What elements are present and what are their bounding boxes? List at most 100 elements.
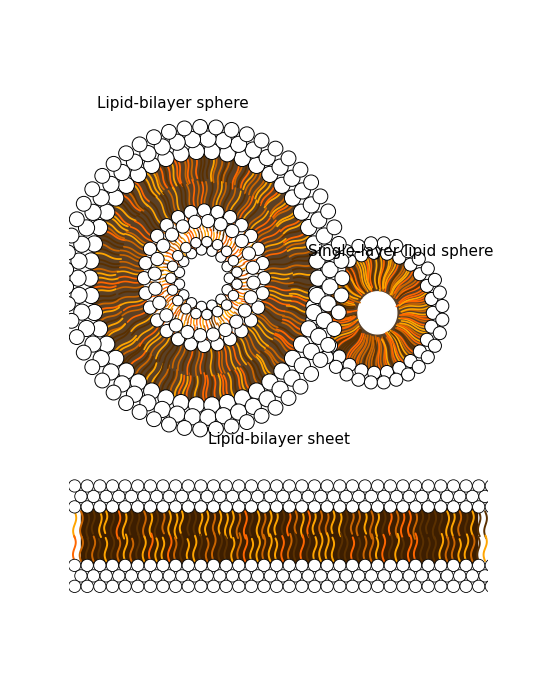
Circle shape xyxy=(165,228,178,241)
Circle shape xyxy=(188,143,205,160)
Circle shape xyxy=(422,501,434,513)
Circle shape xyxy=(466,490,479,503)
Circle shape xyxy=(368,366,381,379)
Circle shape xyxy=(149,282,162,295)
Circle shape xyxy=(270,501,283,513)
Circle shape xyxy=(441,490,453,503)
Circle shape xyxy=(126,154,143,170)
Circle shape xyxy=(86,304,102,321)
Circle shape xyxy=(473,501,485,513)
Circle shape xyxy=(308,479,321,492)
Circle shape xyxy=(165,273,176,284)
Circle shape xyxy=(327,322,342,336)
Circle shape xyxy=(220,580,232,593)
Circle shape xyxy=(106,559,119,572)
Circle shape xyxy=(340,245,353,258)
Circle shape xyxy=(177,421,192,435)
Circle shape xyxy=(246,261,259,274)
Circle shape xyxy=(140,145,156,162)
Circle shape xyxy=(294,183,311,199)
Circle shape xyxy=(352,373,365,386)
Circle shape xyxy=(212,306,222,317)
Circle shape xyxy=(284,370,300,386)
Circle shape xyxy=(306,299,319,312)
Circle shape xyxy=(233,580,245,593)
Circle shape xyxy=(82,270,98,286)
Circle shape xyxy=(330,252,343,265)
Circle shape xyxy=(270,479,283,492)
Circle shape xyxy=(94,501,106,513)
Circle shape xyxy=(144,479,157,492)
Circle shape xyxy=(138,490,150,503)
Circle shape xyxy=(355,364,368,377)
Circle shape xyxy=(207,559,220,572)
Polygon shape xyxy=(322,253,433,373)
Circle shape xyxy=(321,501,333,513)
Circle shape xyxy=(195,501,207,513)
Circle shape xyxy=(132,559,144,572)
Circle shape xyxy=(254,133,269,148)
Circle shape xyxy=(162,124,176,139)
Circle shape xyxy=(313,353,328,368)
Circle shape xyxy=(343,358,356,372)
Circle shape xyxy=(119,479,131,492)
Circle shape xyxy=(272,381,288,398)
Circle shape xyxy=(188,569,201,582)
Circle shape xyxy=(293,204,310,220)
Circle shape xyxy=(146,412,162,427)
Circle shape xyxy=(171,211,184,224)
Circle shape xyxy=(158,390,174,406)
Circle shape xyxy=(144,242,157,256)
Circle shape xyxy=(393,251,406,264)
Circle shape xyxy=(485,501,497,513)
Circle shape xyxy=(447,580,460,593)
Circle shape xyxy=(214,569,226,582)
Circle shape xyxy=(193,422,208,437)
Circle shape xyxy=(270,559,283,572)
Circle shape xyxy=(428,273,442,286)
Circle shape xyxy=(219,146,236,162)
Circle shape xyxy=(309,287,325,303)
Circle shape xyxy=(314,490,327,503)
Circle shape xyxy=(293,336,310,353)
Circle shape xyxy=(132,404,147,419)
Circle shape xyxy=(311,212,327,228)
Circle shape xyxy=(435,501,447,513)
Circle shape xyxy=(207,300,217,310)
Circle shape xyxy=(238,304,251,317)
Circle shape xyxy=(172,250,183,261)
Circle shape xyxy=(119,396,133,411)
Circle shape xyxy=(204,397,220,413)
Circle shape xyxy=(391,569,403,582)
Circle shape xyxy=(154,139,170,155)
Circle shape xyxy=(436,313,449,326)
Circle shape xyxy=(81,580,94,593)
Circle shape xyxy=(188,490,201,503)
Circle shape xyxy=(144,580,157,593)
Circle shape xyxy=(435,580,447,593)
Circle shape xyxy=(113,569,125,582)
Circle shape xyxy=(244,229,258,243)
Circle shape xyxy=(283,501,295,513)
Circle shape xyxy=(313,273,326,286)
Circle shape xyxy=(491,569,504,582)
Circle shape xyxy=(230,315,243,328)
Circle shape xyxy=(249,158,264,173)
Circle shape xyxy=(384,559,397,572)
Circle shape xyxy=(94,479,106,492)
Circle shape xyxy=(138,271,151,285)
Circle shape xyxy=(245,580,257,593)
Circle shape xyxy=(75,490,87,503)
Circle shape xyxy=(244,314,258,327)
Circle shape xyxy=(125,490,138,503)
Circle shape xyxy=(479,569,491,582)
Circle shape xyxy=(421,280,434,293)
Circle shape xyxy=(331,305,346,320)
Circle shape xyxy=(106,479,119,492)
Circle shape xyxy=(226,224,239,237)
Circle shape xyxy=(95,373,110,388)
Circle shape xyxy=(425,293,438,306)
Circle shape xyxy=(319,327,332,340)
Circle shape xyxy=(249,383,264,399)
Circle shape xyxy=(239,569,251,582)
